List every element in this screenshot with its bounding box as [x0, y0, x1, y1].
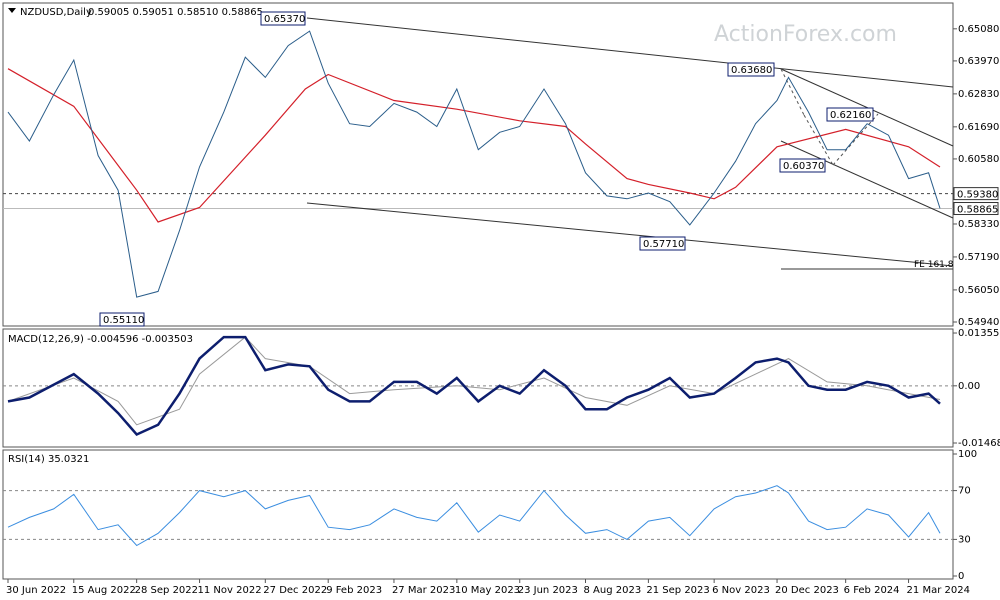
rsi-label: RSI(14) 35.0321 — [8, 454, 89, 465]
swing-dashed-c — [832, 113, 879, 166]
current-price-tag-text: 0.58865 — [957, 205, 998, 216]
x-tick-label: 6 Nov 2023 — [712, 585, 770, 596]
upper-channel-line — [306, 17, 954, 88]
annotation-0-60370: 0.60370 — [779, 158, 826, 173]
annotation-0-57710: 0.57710 — [639, 236, 686, 251]
trend-channels — [306, 17, 954, 270]
current-price-tag — [953, 202, 999, 216]
price-tick-label: 0.54940 — [958, 317, 999, 328]
moving-average-line — [7, 68, 941, 223]
macd-label: MACD(12,26,9) -0.004596 -0.003503 — [8, 334, 193, 345]
x-tick-label: 6 Feb 2024 — [844, 585, 900, 596]
annotation-box — [260, 11, 306, 26]
price-tick-label: 0.58330 — [958, 219, 999, 230]
annotation-0-55110: 0.55110 — [99, 312, 145, 327]
annotation-text: 0.62160 — [830, 110, 871, 121]
rsi-panel-frame — [2, 449, 954, 580]
macd-axis: 0.013555 0.00 -0.014684 — [953, 328, 1000, 449]
annotation-text: 0.63680 — [731, 65, 772, 76]
annotation-box — [727, 62, 775, 77]
annotation-box — [639, 236, 686, 251]
annotation-box — [99, 312, 145, 327]
macd-tick-label: 0.00 — [958, 381, 980, 392]
macd-signal-line — [7, 336, 941, 426]
swing-dashed-b — [803, 114, 834, 166]
price-panel-frame — [2, 2, 954, 327]
x-tick-label: 30 Jun 2022 — [6, 585, 66, 596]
inner-lower-channel-line — [780, 140, 954, 219]
chart-header: NZDUSD,Daily 0.59005 0.59051 0.58510 0.5… — [8, 7, 263, 18]
x-tick-label: 8 Aug 2023 — [583, 585, 641, 596]
annotation-text: 0.57710 — [643, 239, 684, 250]
dashed-level-tag — [953, 187, 999, 201]
price-tick-label: 0.62830 — [958, 89, 999, 100]
rsi-line — [7, 485, 941, 547]
symbol-label: NZDUSD,Daily — [20, 7, 92, 18]
price-tick-label: 0.57190 — [958, 252, 999, 263]
annotation-text: 0.55110 — [103, 315, 144, 326]
macd-tick-label: 0.013555 — [958, 328, 1000, 339]
x-tick-label: 9 Feb 2023 — [326, 585, 382, 596]
lower-channel-line — [306, 202, 954, 267]
price-tick-label: 0.63970 — [958, 56, 999, 67]
x-tick-label: 21 Sep 2023 — [646, 585, 709, 596]
macd-tick-label: -0.014684 — [958, 438, 1000, 449]
annotation-0-65370: 0.65370 — [260, 11, 306, 26]
price-tick-label: 0.65080 — [958, 24, 999, 35]
x-tick-label: 10 May 2023 — [455, 585, 520, 596]
x-tick-label: 28 Sep 2022 — [135, 585, 198, 596]
price-annotations: 0.65370 0.55110 0.63680 0.62160 0.60370 … — [99, 11, 954, 327]
rsi-tick-label: 70 — [958, 486, 971, 497]
macd-line — [7, 335, 941, 437]
x-tick-label: 11 Nov 2022 — [198, 585, 262, 596]
watermark: ActionForex.com — [714, 22, 897, 47]
annotation-0-63680: 0.63680 — [727, 62, 775, 77]
x-tick-label: 23 Jun 2023 — [518, 585, 578, 596]
x-tick-label: 27 Dec 2022 — [263, 585, 327, 596]
dashed-level-tag-text: 0.59380 — [957, 190, 998, 201]
macd-panel-frame — [2, 328, 954, 448]
x-tick-label: 20 Dec 2023 — [775, 585, 839, 596]
dropdown-triangle-icon — [8, 8, 16, 13]
x-tick-label: 27 Mar 2023 — [392, 585, 455, 596]
ohlc-label: 0.59005 0.59051 0.58510 0.58865 — [88, 7, 263, 18]
price-axis: 0.65080 0.63970 0.62830 0.61690 0.60580 0.583… — [953, 24, 999, 328]
rsi-tick-label: 0 — [958, 571, 964, 582]
annotation-text: 0.60370 — [783, 161, 824, 172]
annotation-box — [779, 158, 826, 173]
price-tags: 0.59380 0.58865 — [953, 187, 999, 216]
x-tick-label: 15 Aug 2022 — [72, 585, 136, 596]
rsi-axis: 100 70 30 0 — [953, 449, 977, 582]
swing-dashed-a — [780, 68, 805, 116]
price-tick-label: 0.56050 — [958, 285, 999, 296]
rsi-tick-label: 100 — [958, 449, 977, 460]
fe-annotation: FE 161.8 — [914, 260, 954, 270]
annotation-0-62160: 0.62160 — [826, 107, 874, 122]
rsi-tick-label: 30 — [958, 534, 971, 545]
annotation-box — [826, 107, 874, 122]
x-tick-label: 21 Mar 2024 — [907, 585, 970, 596]
price-tick-label: 0.61690 — [958, 122, 999, 133]
price-line — [7, 30, 941, 298]
price-tick-label: 0.60580 — [958, 154, 999, 165]
annotation-text: 0.65370 — [264, 14, 305, 25]
